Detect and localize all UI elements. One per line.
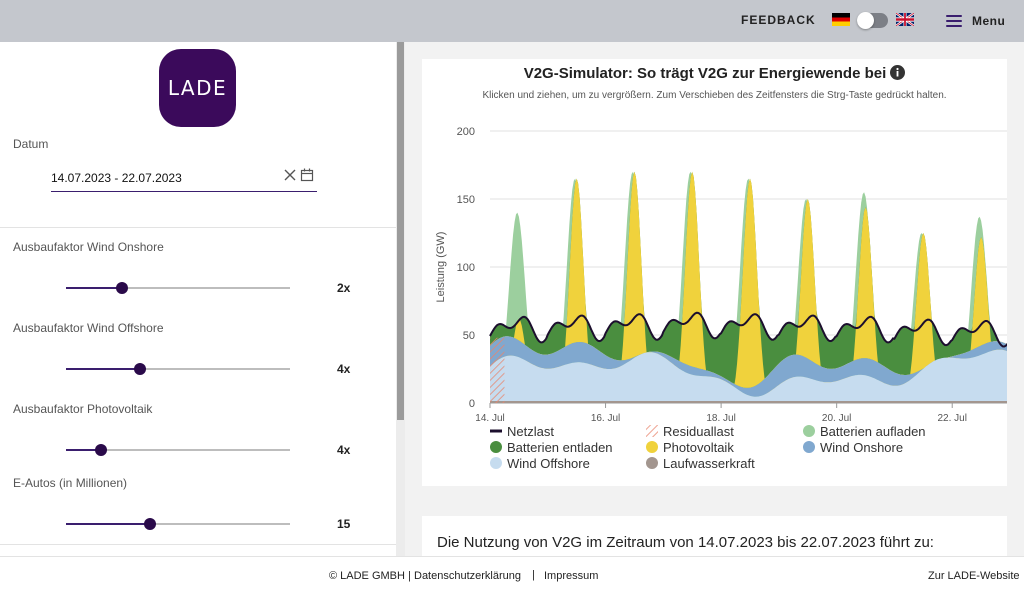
feedback-link[interactable]: FEEDBACK	[741, 13, 816, 27]
privacy-link[interactable]: Datenschutzerklärung	[414, 570, 522, 582]
slider-e-autos[interactable]	[66, 517, 290, 531]
menu-button[interactable]: Menu	[946, 12, 1005, 30]
series-laufwasserkraft	[490, 400, 1007, 403]
slider-value-e-autos: 15	[337, 517, 351, 531]
slider-label-wind-onshore: Ausbaufaktor Wind Onshore	[13, 240, 164, 254]
slider-wind-offshore[interactable]	[66, 362, 290, 376]
slider-rail	[66, 287, 290, 289]
legend-marker	[646, 457, 658, 469]
date-range-input[interactable]	[51, 165, 317, 192]
slider-thumb[interactable]	[116, 282, 128, 294]
lade-website-link[interactable]: Zur LADE-Website	[928, 570, 1020, 582]
result-card: Die Nutzung von V2G im Zeitraum von 14.0…	[422, 516, 1007, 556]
legend-label: Wind Onshore	[820, 440, 903, 455]
series-wind-offshore	[490, 349, 1007, 401]
slider-thumb[interactable]	[94, 444, 107, 456]
x-tick-label: 22. Jul	[937, 413, 966, 424]
slider-rail	[66, 449, 290, 451]
result-intro-text: Die Nutzung von V2G im Zeitraum von 14.0…	[437, 534, 934, 551]
y-tick-label: 100	[457, 262, 475, 274]
chart-card: V2G-Simulator: So trägt V2G zur Energiew…	[422, 59, 1007, 486]
legend-marker	[803, 441, 815, 453]
series-netzlast	[489, 311, 1007, 348]
energy-chart[interactable]: 0 50 100 150 200 Leistung (GW) 14. Jul 16. Jul 1…	[422, 59, 1007, 486]
legend-label: Photovoltaik	[663, 440, 734, 455]
series-residuallast	[490, 337, 505, 403]
slider-thumb[interactable]	[133, 363, 146, 375]
slider-fill	[66, 368, 140, 370]
footer-separator: |	[532, 569, 535, 581]
y-tick-label: 50	[463, 330, 475, 342]
legend-label: Laufwasserkraft	[663, 456, 755, 471]
date-label: Datum	[13, 137, 49, 151]
chart-title-text: V2G-Simulator: So trägt V2G zur Energiew…	[523, 65, 887, 82]
x-tick-label: 20. Jul	[822, 413, 851, 424]
top-bar: FEEDBACK Menu	[0, 0, 1024, 42]
y-tick-label: 150	[457, 194, 475, 206]
legend-marker	[646, 441, 658, 453]
sidebar-scrollbar-thumb[interactable]	[397, 42, 404, 420]
y-axis-label: Leistung (GW)	[435, 232, 447, 303]
y-tick-label: 200	[457, 126, 475, 138]
flag-uk-icon[interactable]	[896, 13, 914, 26]
language-toggle[interactable]	[857, 12, 888, 29]
slider-fill	[66, 449, 101, 451]
logo-text: LADE	[167, 76, 228, 100]
chart-title: V2G-Simulator: So trägt V2G zur Energiew…	[422, 65, 1007, 82]
legend-marker	[490, 457, 502, 469]
slider-thumb[interactable]	[144, 518, 156, 530]
slider-label-wind-offshore: Ausbaufaktor Wind Offshore	[13, 321, 164, 335]
sidebar: LADE Datum Ausbaufaktor Wind Onshore 2x …	[0, 42, 396, 556]
legend-label: Batterien entladen	[507, 440, 613, 455]
y-tick-label: 0	[469, 398, 475, 410]
chart-subtitle: Klicken und ziehen, um zu vergrößern. Zu…	[482, 90, 947, 101]
slider-rail	[66, 523, 290, 525]
calendar-icon[interactable]	[300, 168, 314, 182]
slider-label-photovoltaik: Ausbaufaktor Photovoltaik	[13, 402, 153, 416]
slider-rail	[66, 368, 290, 370]
series-photovoltaik	[490, 171, 1007, 403]
footer-copyright: © LADE GMBH |	[329, 570, 411, 582]
language-toggle-knob	[857, 12, 874, 29]
slider-label-e-autos: E-Autos (in Millionen)	[13, 476, 128, 490]
footer: © LADE GMBH | Datenschutzerklärung | Imp…	[0, 556, 1024, 595]
legend-label: Residuallast	[663, 424, 734, 439]
slider-value-photovoltaik: 4x	[337, 443, 351, 457]
flag-de-icon[interactable]	[832, 13, 850, 26]
menu-label: Menu	[972, 14, 1006, 28]
info-icon[interactable]	[890, 65, 906, 80]
clear-icon[interactable]	[283, 168, 297, 182]
x-tick-label: 14. Jul	[475, 413, 504, 424]
legend-label: Wind Offshore	[507, 456, 590, 471]
slider-fill	[66, 523, 150, 525]
legend-marker	[646, 425, 658, 437]
slider-value-wind-onshore: 2x	[337, 281, 351, 295]
hamburger-icon	[946, 15, 962, 27]
legend-label: Batterien aufladen	[820, 424, 926, 439]
slider-photovoltaik[interactable]	[66, 443, 290, 457]
legend-marker	[490, 441, 502, 453]
imprint-link[interactable]: Impressum	[544, 570, 599, 582]
main-panel: V2G-Simulator: So trägt V2G zur Energiew…	[405, 42, 1024, 556]
legend-marker	[803, 425, 815, 437]
sidebar-divider	[0, 227, 396, 228]
slider-fill	[66, 287, 122, 289]
x-tick-label: 16. Jul	[591, 413, 620, 424]
x-tick-label: 18. Jul	[706, 413, 735, 424]
slider-value-wind-offshore: 4x	[337, 362, 351, 376]
legend-label: Netzlast	[507, 424, 554, 439]
slider-wind-onshore[interactable]	[66, 281, 290, 295]
sidebar-divider	[0, 544, 396, 545]
lade-logo: LADE	[159, 49, 236, 127]
